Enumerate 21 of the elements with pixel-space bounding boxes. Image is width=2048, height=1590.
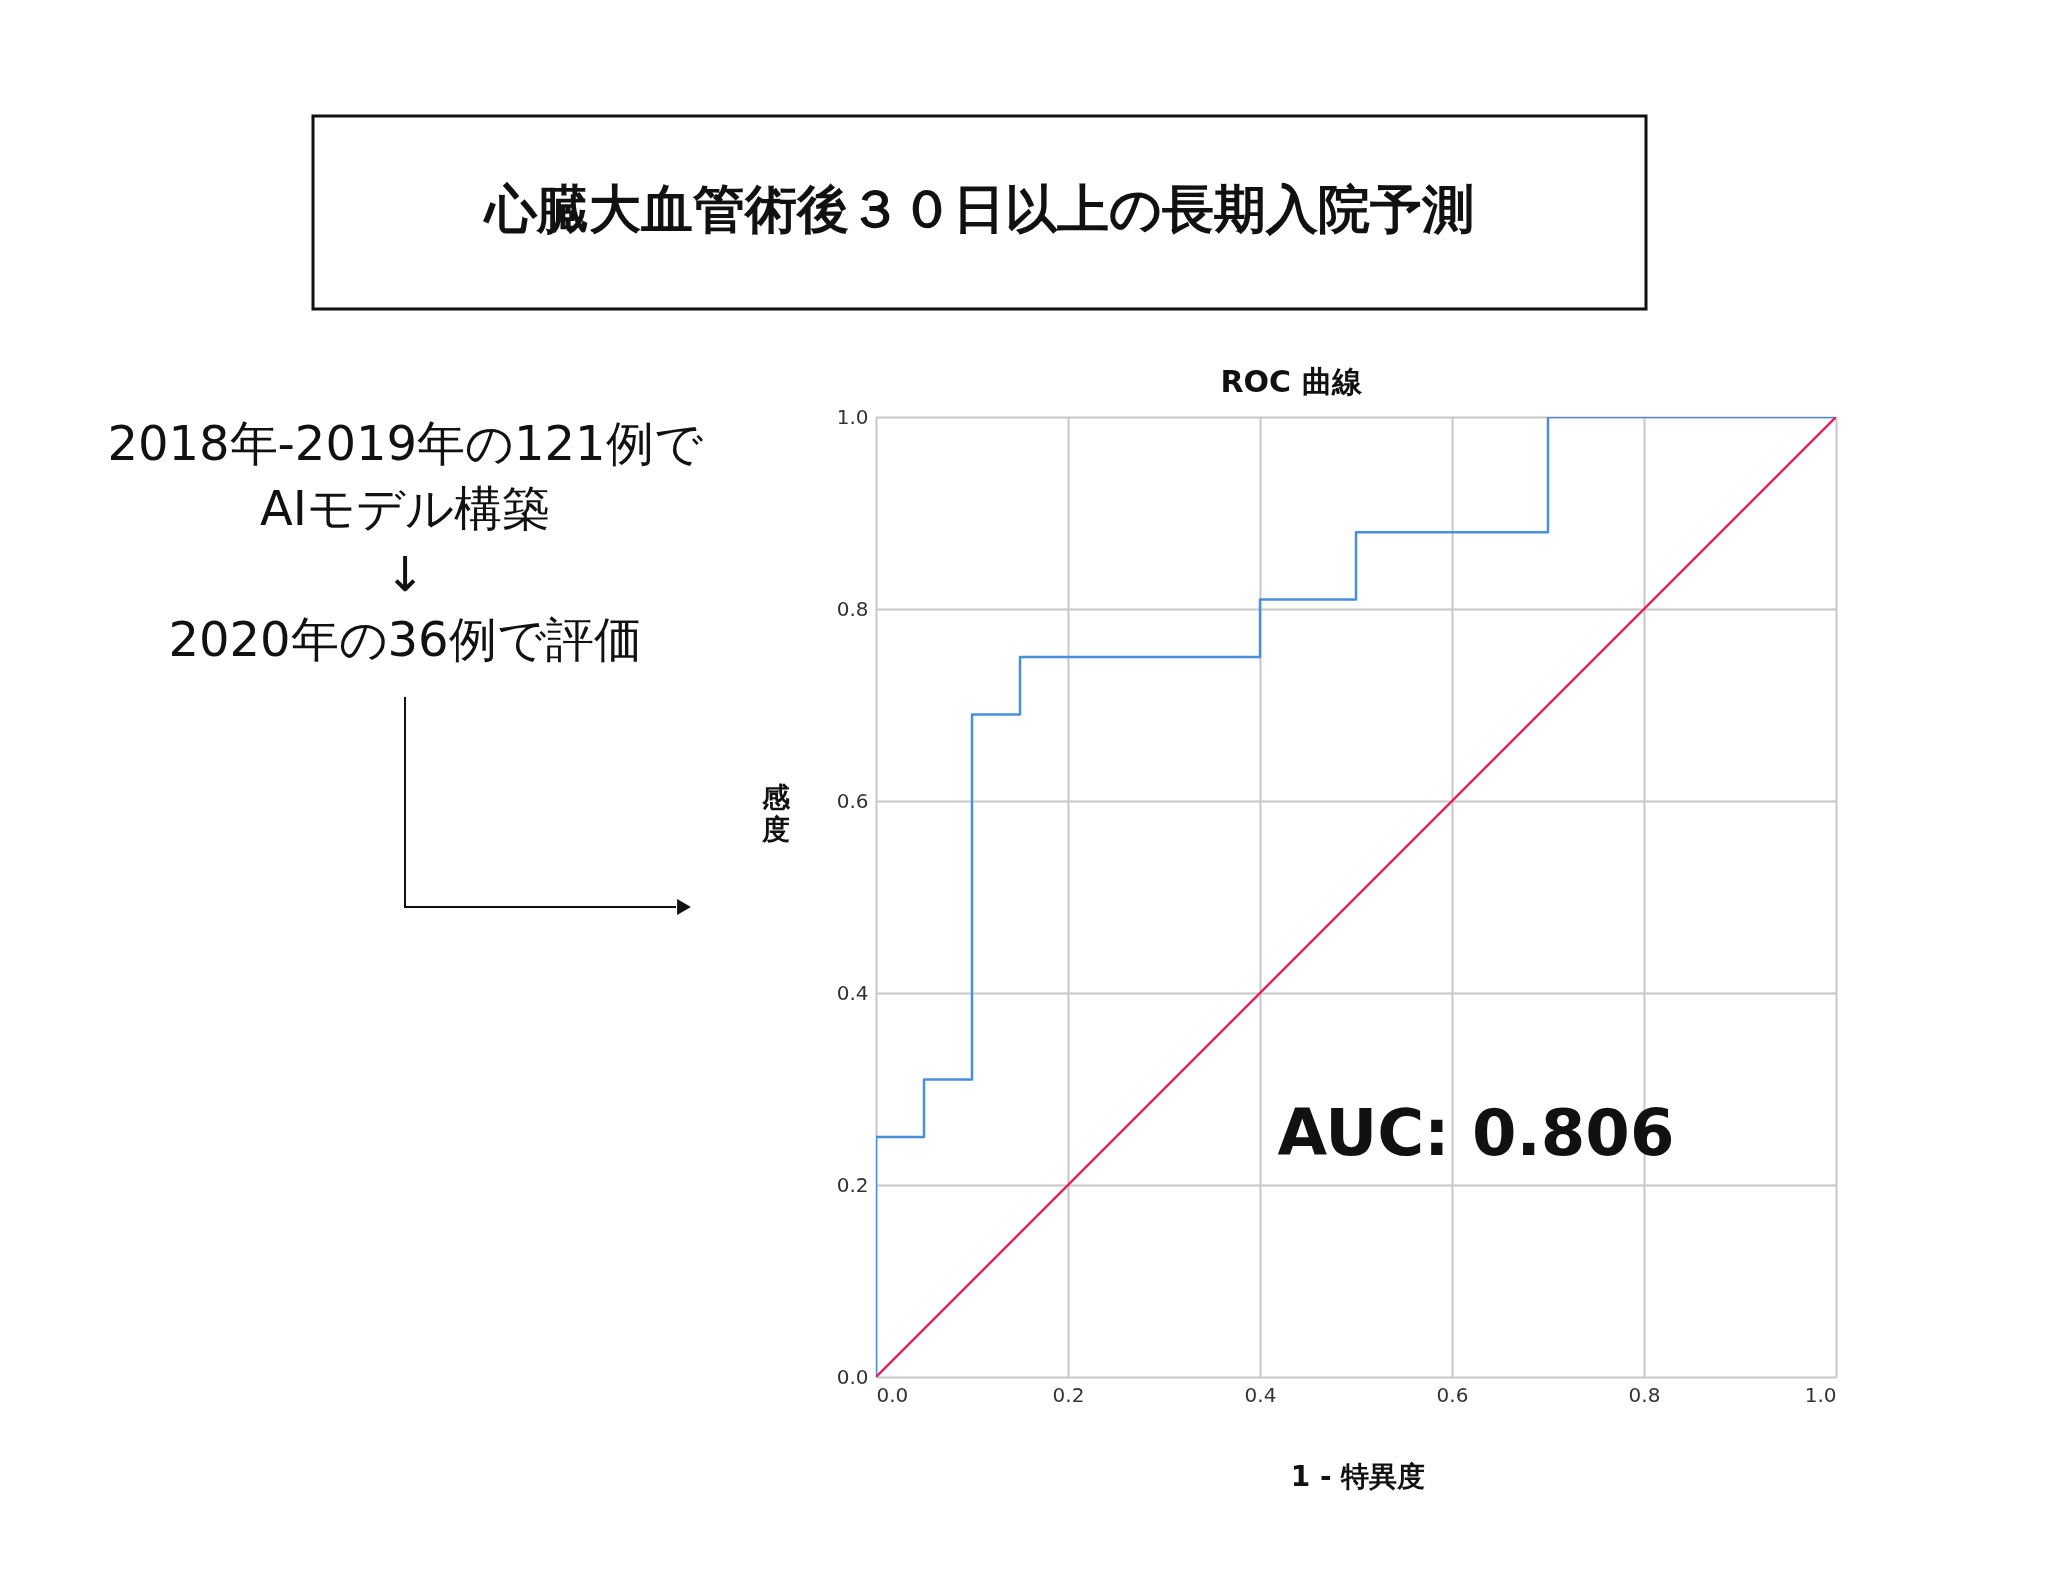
y-tick-label: 0.2 [836,1172,869,1197]
annotation: AUC: 0.806 [1277,1096,1675,1170]
text: ↓ [384,546,426,602]
text: 心臓大血管術後３０日以上の長期入院予測 [482,179,1474,239]
y-tick-label: 0.6 [836,788,869,813]
text: AIモデル構築 [260,480,550,536]
text: 2018年-2019年の121例で [107,415,703,471]
x-tick-label: 0.6 [1436,1382,1469,1407]
y-tick-label: 0.8 [836,596,869,621]
x-tick-label: 1.0 [1804,1382,1837,1407]
text: 2020年の36例で評価 [168,611,642,667]
y-tick-label: 1.0 [836,404,869,429]
x-tick-label: 0.8 [1628,1382,1661,1407]
x-tick-label: 0.0 [876,1382,909,1407]
chart-title: ROC 曲線 [1220,364,1363,399]
x-axis-title: 1 - 特異度 [1290,1460,1426,1493]
y-tick-label: 0.0 [836,1364,869,1389]
x-tick-label: 0.2 [1052,1382,1085,1407]
y-axis-title: 感度 [761,781,791,847]
y-tick-label: 0.4 [836,980,869,1005]
x-tick-label: 0.4 [1244,1382,1277,1407]
